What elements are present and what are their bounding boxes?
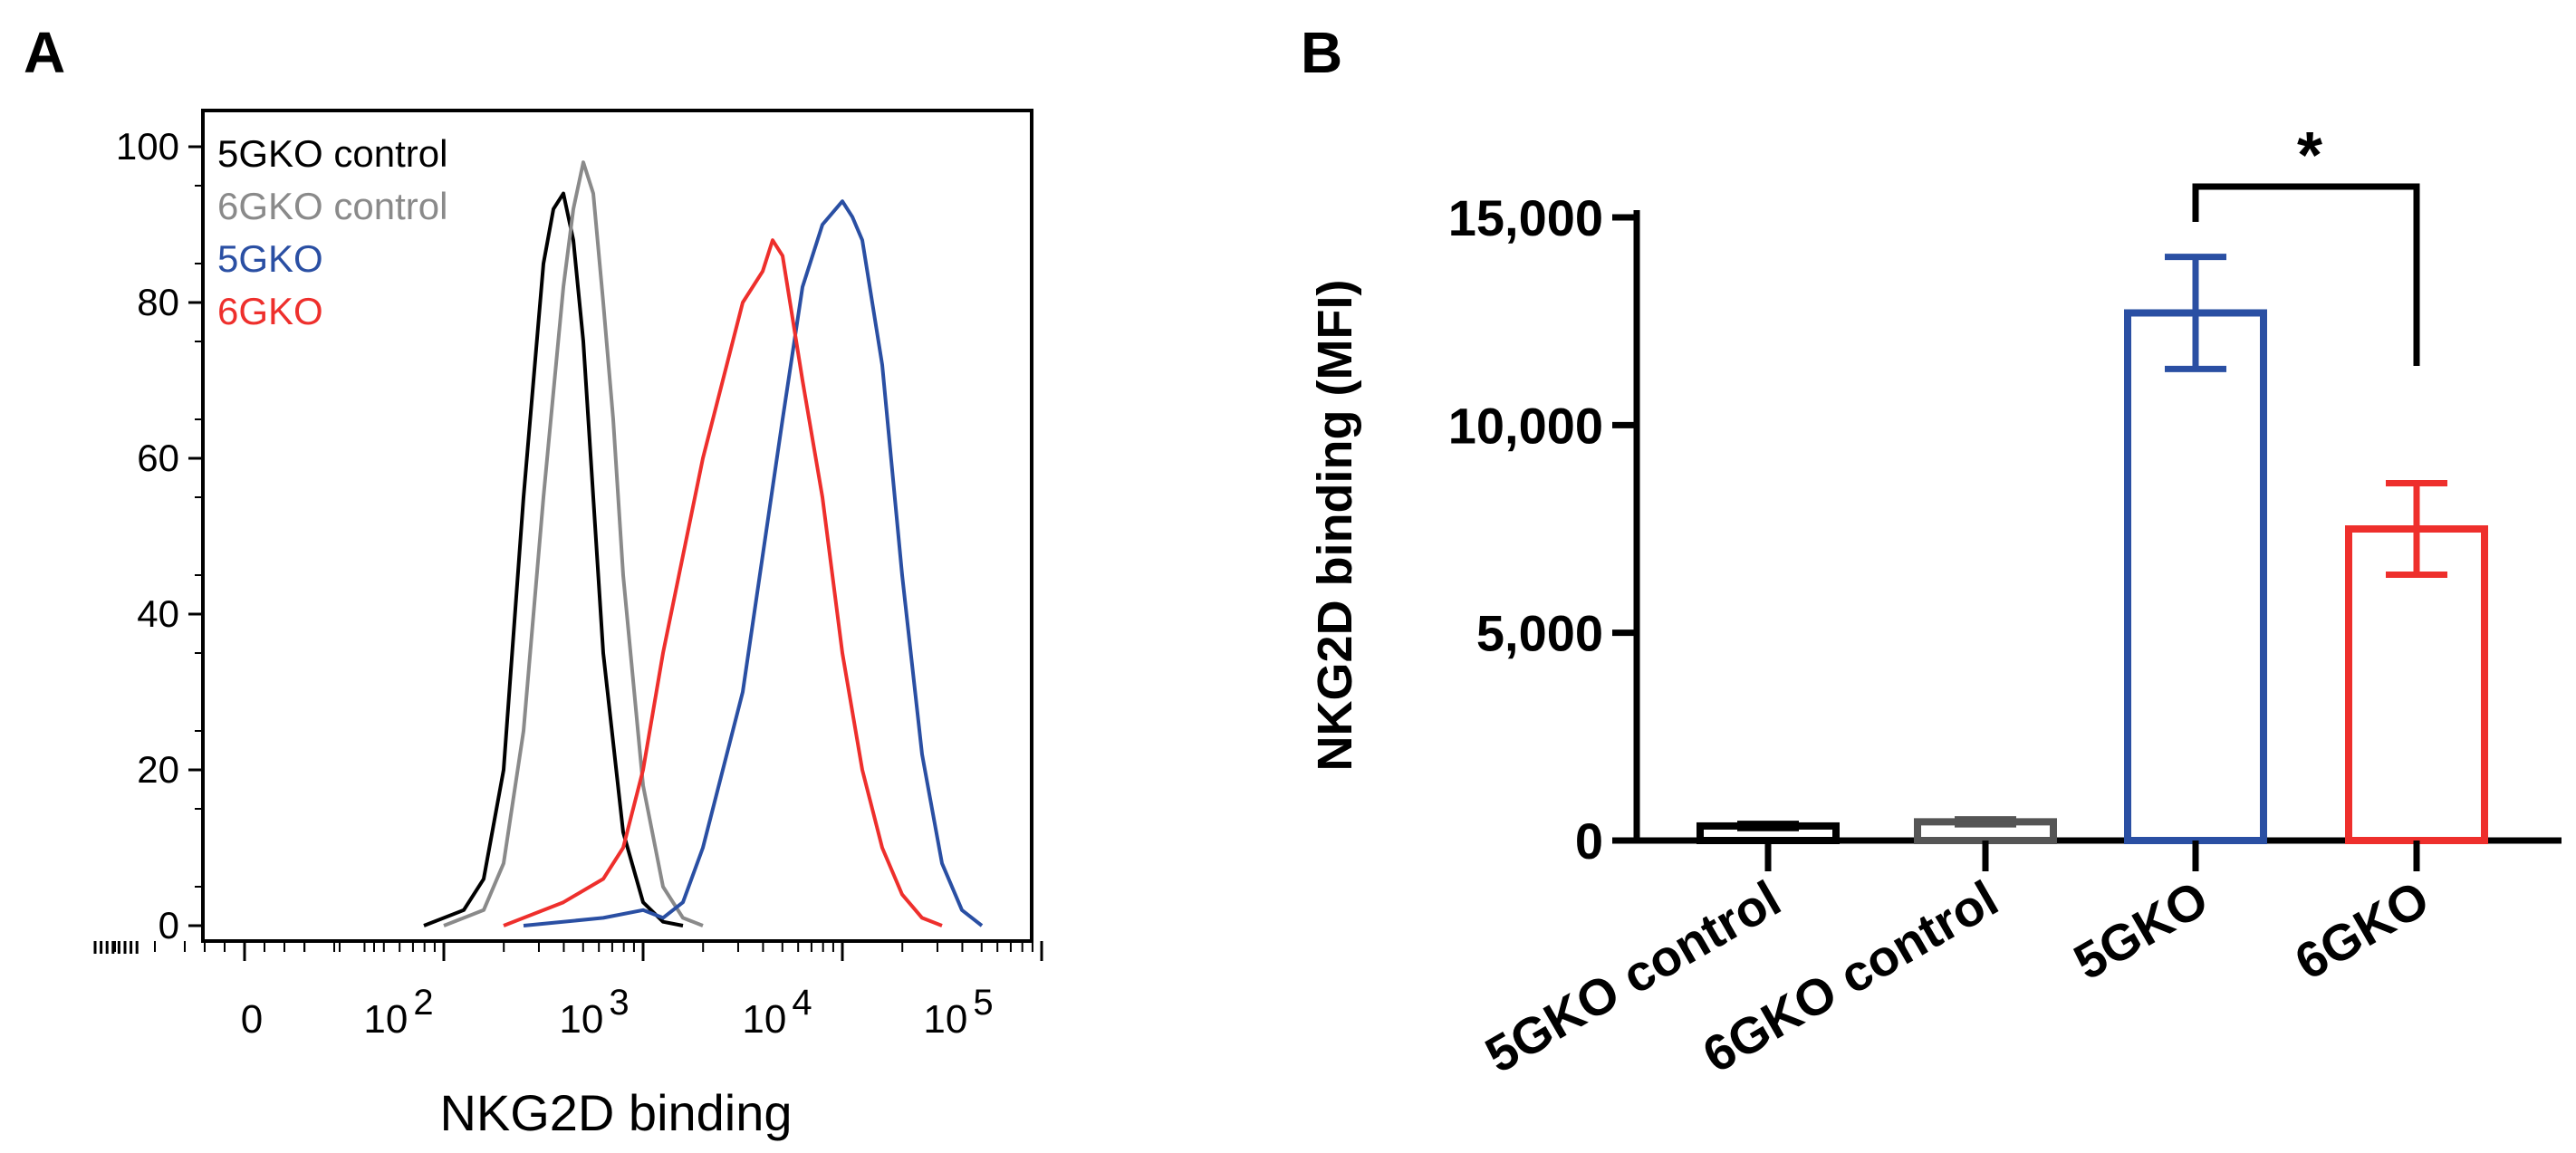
legend-entry: 6GKO control xyxy=(217,185,447,227)
histogram-frame xyxy=(201,109,1033,943)
significance-star: * xyxy=(2297,120,2322,192)
y-tick-label: 100 xyxy=(116,125,179,168)
x-tick-label: 10 4 xyxy=(742,983,812,1042)
y-tick-label: 0 xyxy=(159,904,179,946)
histogram-x-label: NKG2D binding xyxy=(439,1084,792,1141)
x-tick-label: 10 2 xyxy=(363,983,433,1042)
bar-y-ticks: 0 5,000 10,000 15,000 xyxy=(1448,189,1637,870)
x-tick-base: 0 xyxy=(241,997,263,1042)
category-label: 5GKO xyxy=(2064,870,2217,991)
series-line-5gko xyxy=(523,199,984,927)
x-tick-label: 0 xyxy=(241,997,263,1042)
y-tick-label: 0 xyxy=(1575,812,1603,870)
histogram-lines xyxy=(423,160,984,927)
y-tick-label: 60 xyxy=(137,437,179,479)
histogram-x-ticks: 0 10 2 10 3 10 4 10 5 xyxy=(93,941,1043,1042)
x-tick-exponent: 4 xyxy=(792,983,812,1023)
y-tick-label: 20 xyxy=(137,748,179,791)
y-tick-label: 80 xyxy=(137,281,179,323)
x-tick-label: 10 3 xyxy=(559,983,629,1042)
y-tick-label: 15,000 xyxy=(1448,189,1603,246)
x-tick-exponent: 5 xyxy=(973,983,993,1023)
y-tick-label: 40 xyxy=(137,592,179,635)
y-tick-label: 10,000 xyxy=(1448,397,1603,454)
x-tick-base: 10 xyxy=(742,997,786,1042)
category-label: 6GKO xyxy=(2285,870,2438,991)
series-line-6gko-control xyxy=(443,160,704,927)
panel-b-letter: B xyxy=(1301,20,1342,85)
panel-a-letter: A xyxy=(24,20,65,85)
bar-5gko xyxy=(2124,309,2267,844)
y-tick-label: 5,000 xyxy=(1476,605,1603,662)
x-tick-base: 10 xyxy=(923,997,967,1042)
significance-bracket: * xyxy=(2192,120,2420,366)
bar-series xyxy=(1697,254,2488,871)
x-tick-label: 10 5 xyxy=(923,983,993,1042)
series-line-6gko xyxy=(503,238,943,927)
histogram-y-ticks: 0 20 40 60 80 100 xyxy=(116,125,203,946)
legend-entry: 5GKO control xyxy=(217,132,447,175)
series-line-5gko-control xyxy=(423,191,684,927)
x-tick-exponent: 3 xyxy=(609,983,629,1023)
bracket-line xyxy=(2192,183,2420,366)
x-tick-base: 10 xyxy=(559,997,603,1042)
bar-y-label: NKG2D binding (MFI) xyxy=(1308,280,1362,772)
legend-entry: 6GKO xyxy=(217,290,323,332)
x-tick-base: 10 xyxy=(363,997,408,1042)
x-tick-exponent: 2 xyxy=(413,983,433,1023)
legend-entry: 5GKO xyxy=(217,237,323,280)
histogram-legend: 5GKO control 6GKO control 5GKO 6GKO xyxy=(217,132,447,332)
